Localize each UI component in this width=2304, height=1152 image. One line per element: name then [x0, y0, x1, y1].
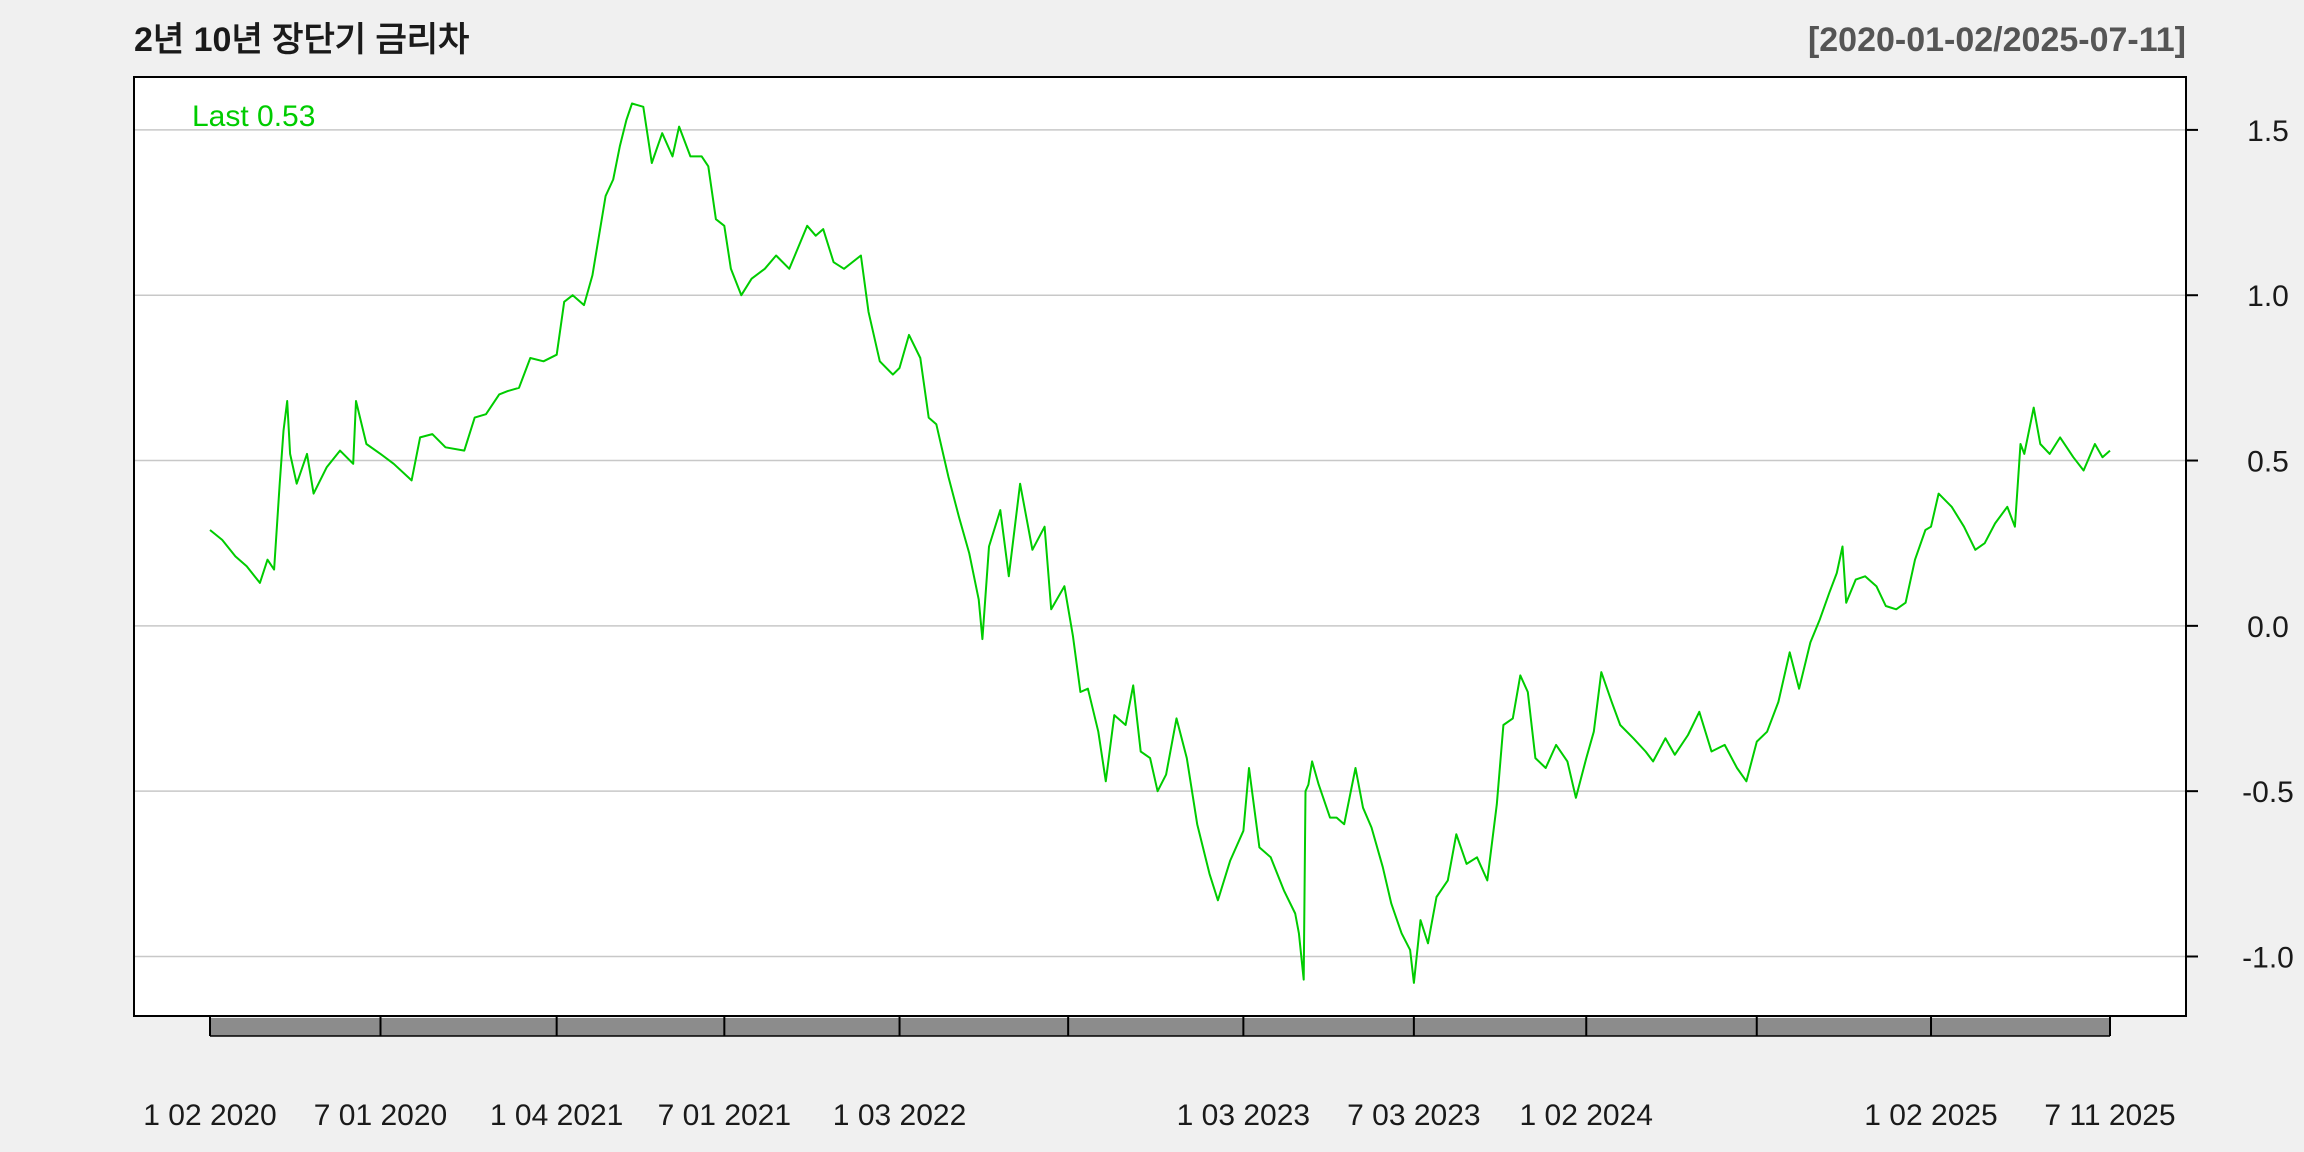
x-axis-band: [209, 1016, 2111, 1037]
plot-background: [134, 77, 2186, 1016]
x-tick-label: 1 03 2022: [833, 1099, 966, 1132]
y-tick-label: 0.0: [2247, 611, 2289, 644]
x-tick-label: 1 02 2025: [1864, 1099, 1997, 1132]
x-tick-label: 1 03 2023: [1177, 1099, 1310, 1132]
x-tick-label: 1 02 2024: [1520, 1099, 1653, 1132]
series-line: [209, 102, 2111, 984]
gridlines: [134, 129, 2186, 958]
x-tick-label: 7 11 2025: [2044, 1099, 2175, 1132]
plot-border: [133, 76, 2187, 1017]
y-axis: 1.5 1.0 0.5 0.0 -0.5 -1.0: [2186, 115, 2294, 974]
last-value-label: Last 0.53: [192, 100, 315, 133]
x-tick-label: 7 03 2023: [1347, 1099, 1480, 1132]
x-tick-label: 7 01 2020: [314, 1099, 447, 1132]
x-tick-label: 7 01 2021: [658, 1099, 791, 1132]
y-tick-label: -1.0: [2242, 941, 2294, 974]
y-tick-label: 1.5: [2247, 115, 2289, 148]
x-tick-label: 1 02 2020: [143, 1099, 276, 1132]
chart-title: 2년 10년 장단기 금리차: [134, 21, 469, 59]
x-tick-label: 1 04 2021: [490, 1099, 623, 1132]
date-range-label: [2020-01-02/2025-07-11]: [1808, 21, 2186, 59]
x-axis: 1 02 2020 7 01 2020 1 04 2021 7 01 2021 1 03…: [143, 1099, 2175, 1132]
y-tick-label: -0.5: [2242, 776, 2294, 809]
y-tick-label: 0.5: [2247, 446, 2289, 479]
x-axis-band-bar: [210, 1018, 2110, 1036]
y-tick-label: 1.0: [2247, 280, 2289, 313]
